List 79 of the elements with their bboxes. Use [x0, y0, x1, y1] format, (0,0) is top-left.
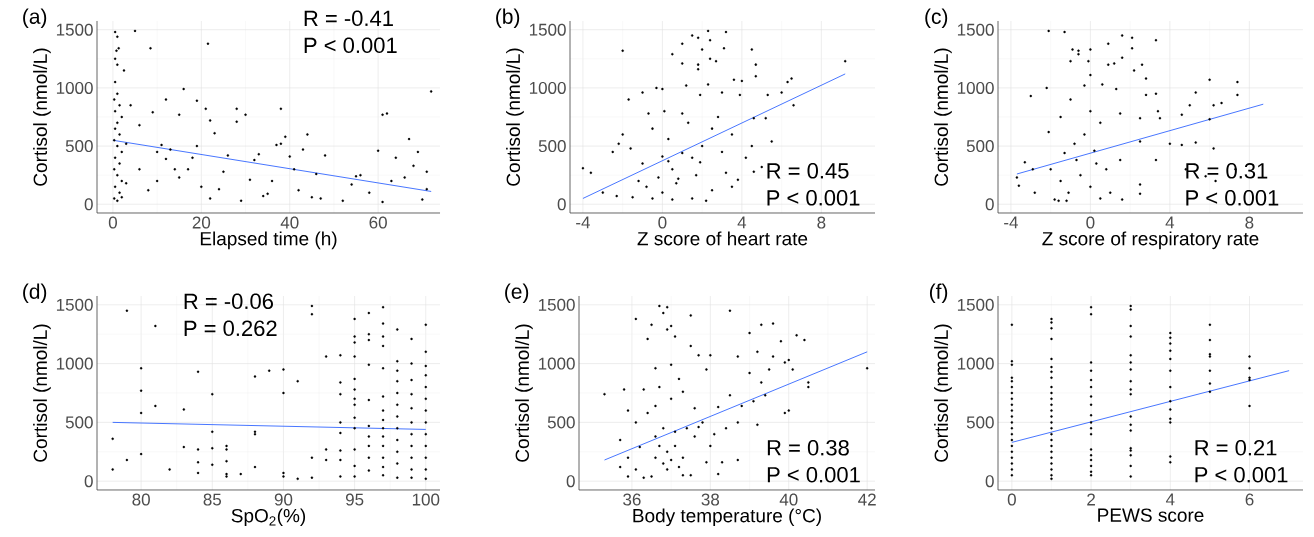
- x-tick-label: 95: [345, 493, 364, 506]
- annotation: R = 0.45: [767, 163, 849, 179]
- y-tick-label: 0: [84, 198, 93, 211]
- y-axis-title: Cortisol (nmol/L): [33, 324, 51, 462]
- y-tick-label: 1500: [957, 298, 994, 311]
- x-tick-label: 100: [412, 493, 440, 506]
- x-axis-title: SpO$_{2}$(%): [231, 508, 306, 527]
- x-axis-title: Z score of respiratory rate: [1042, 231, 1259, 250]
- chart-title: (d): [23, 283, 47, 304]
- annotation: R = -0.06: [184, 293, 273, 310]
- x-tick-label: 42: [858, 493, 876, 506]
- y-tick-label: 500: [538, 140, 566, 153]
- x-tick-label: -4: [576, 216, 590, 229]
- y-tick-label: 0: [985, 198, 994, 211]
- x-tick-label: 2: [1087, 493, 1095, 506]
- x-tick-label: 0: [658, 216, 667, 229]
- x-tick-label: 40: [779, 493, 798, 506]
- x-tick-label: 4: [1165, 216, 1175, 229]
- annotation: R = 0.38: [767, 439, 849, 456]
- annotation: P < 0.001: [1186, 190, 1279, 206]
- annotation: P < 0.001: [767, 466, 860, 483]
- x-axis-title: PEWS score: [1098, 508, 1204, 522]
- chart-title: (b): [496, 8, 520, 29]
- y-tick-label: 1500: [529, 23, 566, 36]
- x-tick-label: 60: [369, 216, 387, 229]
- y-tick-label: 0: [985, 475, 994, 488]
- y-tick-label: 1500: [957, 23, 994, 36]
- x-tick-label: 8: [817, 216, 826, 229]
- y-axis-title: Cortisol (nmol/L): [33, 48, 51, 186]
- y-tick-label: 1000: [538, 357, 575, 370]
- x-tick-label: 38: [701, 493, 720, 506]
- chart-title: (e): [505, 283, 529, 304]
- annotation: R = -0.41: [304, 10, 393, 27]
- y-axis-title: Cortisol (nmol/L): [515, 324, 533, 462]
- y-tick-label: 0: [84, 475, 93, 488]
- y-tick-label: 1000: [56, 81, 93, 94]
- y-tick-label: 500: [966, 140, 994, 153]
- y-tick-label: 500: [65, 416, 93, 429]
- y-tick-label: 1500: [56, 298, 93, 311]
- y-tick-label: 1500: [56, 23, 93, 36]
- x-tick-label: 8: [1245, 216, 1254, 229]
- annotation: P < 0.001: [767, 190, 860, 206]
- y-tick-label: 1000: [957, 357, 994, 370]
- x-tick-label: 40: [280, 216, 299, 229]
- y-tick-label: 0: [566, 475, 575, 488]
- x-tick-label: 0: [108, 216, 117, 229]
- annotation: P = 0.262: [184, 320, 277, 337]
- y-axis-title: Cortisol (nmol/L): [934, 324, 952, 462]
- chart-title: (c): [925, 8, 948, 29]
- y-tick-label: 500: [65, 140, 93, 153]
- x-tick-label: 80: [132, 493, 150, 506]
- x-tick-label: 36: [623, 493, 641, 506]
- annotation: P < 0.001: [1195, 466, 1288, 483]
- y-tick-label: 1000: [529, 81, 566, 94]
- y-tick-label: 1000: [957, 81, 994, 94]
- y-tick-label: 0: [557, 198, 566, 211]
- y-tick-label: 1000: [56, 357, 93, 370]
- x-tick-label: 20: [192, 216, 211, 229]
- x-axis-title: Elapsed time (h): [200, 231, 337, 250]
- x-tick-label: -4: [1004, 216, 1018, 229]
- x-tick-label: 0: [1086, 216, 1095, 229]
- chart-title: (f): [929, 283, 948, 304]
- chart-title: (a): [23, 8, 47, 29]
- x-tick-label: 4: [737, 216, 747, 229]
- x-tick-label: 6: [1245, 493, 1254, 506]
- x-axis-title: Body temperature (°C): [633, 508, 821, 527]
- y-tick-label: 500: [547, 416, 575, 429]
- y-tick-label: 500: [966, 416, 994, 429]
- x-tick-label: 85: [203, 493, 222, 506]
- y-axis-title: Cortisol (nmol/L): [934, 48, 952, 186]
- x-tick-label: 90: [274, 493, 293, 506]
- x-tick-label: 0: [1007, 493, 1016, 506]
- x-tick-label: 4: [1165, 493, 1175, 506]
- annotation: R = 0.21: [1195, 439, 1277, 456]
- y-axis-title: Cortisol (nmol/L): [506, 48, 524, 186]
- annotation: P < 0.001: [304, 37, 397, 54]
- y-tick-label: 1500: [538, 298, 575, 311]
- x-axis-title: Z score of heart rate: [637, 231, 808, 246]
- annotation: R = 0.31: [1186, 163, 1268, 179]
